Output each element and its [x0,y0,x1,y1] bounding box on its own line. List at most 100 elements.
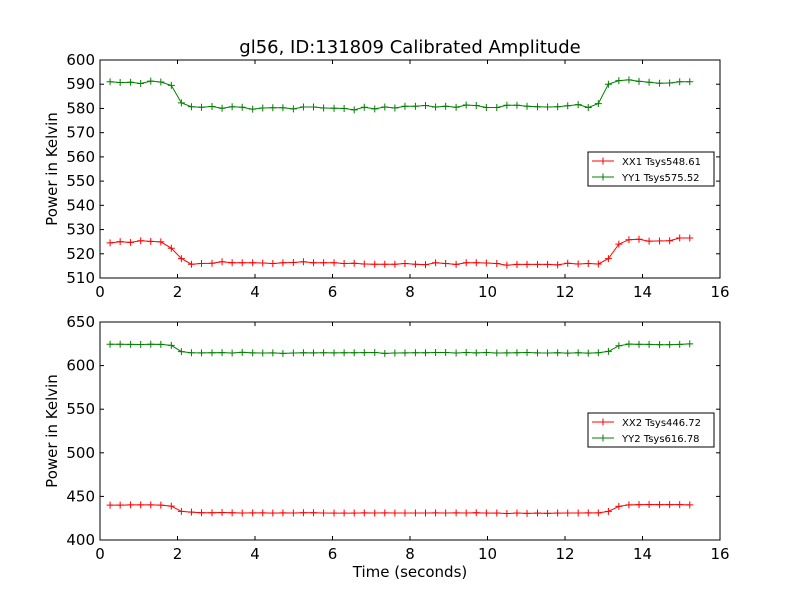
data-point [381,103,389,111]
x-tick-label: 12 [555,545,574,563]
data-point [198,103,206,111]
data-point [259,509,267,517]
data-point [310,103,318,111]
data-point [422,349,429,357]
series-line [110,237,690,266]
data-point [635,235,643,243]
data-point [615,240,623,248]
data-point [259,104,267,112]
data-point [299,258,307,266]
x-tick-label: 6 [328,545,338,563]
data-point [157,340,165,348]
data-point [584,103,592,111]
data-point [279,104,287,112]
data-point [645,78,653,86]
legend-marker [599,434,607,442]
data-point [472,259,480,267]
data-point [127,340,135,348]
data-point [615,342,623,350]
data-point [686,340,694,348]
data-point [177,255,185,263]
data-point [360,509,368,517]
data-point [625,501,633,509]
series-line [110,503,690,515]
data-point [167,341,175,349]
data-point [208,259,216,267]
data-point [584,259,592,267]
data-point [645,237,653,245]
legend-box [587,151,715,187]
data-point [371,105,379,113]
data-point [177,99,185,107]
y-tick-label: 530 [66,221,95,239]
data-point [310,259,318,267]
legend-entry: YY2 Tsys616.78 [621,434,700,445]
data-point [544,349,552,357]
data-point [299,509,307,517]
data-point [116,238,124,246]
data-point [564,509,572,517]
data-point [554,103,562,111]
y-tick-label: 500 [66,444,95,462]
data-point [452,260,460,268]
data-point [147,237,155,245]
legend-marker [599,157,607,165]
data-point [482,509,490,517]
data-point [187,349,195,357]
data-point [320,104,328,112]
data-point [238,348,246,356]
data-point [299,349,307,357]
data-point [574,101,582,109]
x-tick-label: 14 [633,283,652,301]
x-tick-label: 6 [328,283,338,301]
data-point [127,78,135,86]
data-point [320,509,328,517]
data-point [432,349,440,357]
x-tick-label: 16 [710,545,729,563]
data-point [422,261,429,269]
data-point [462,101,470,109]
data-point [177,507,185,515]
data-point [137,79,145,87]
data-point [564,102,572,110]
data-point [218,258,226,266]
y-tick-label: 590 [66,75,95,93]
data-point [432,259,440,267]
data-point [584,349,592,357]
x-tick-label: 16 [710,283,729,301]
data-point [137,340,145,348]
data-point [482,259,490,267]
y-tick-label: 520 [66,245,95,263]
data-point [228,259,236,267]
data-point [269,259,277,267]
data-point [391,509,399,517]
data-point [594,260,602,268]
data-point [513,349,521,357]
data-point [371,349,379,357]
data-point [279,259,287,267]
x-tick-label: 14 [633,545,652,563]
data-point [269,509,277,517]
data-point [289,258,297,266]
data-point [676,501,684,509]
data-point [320,259,328,267]
legend-marker [599,418,607,426]
data-point [157,501,165,509]
data-point [604,347,612,355]
data-point [259,349,267,357]
y-tick-label: 540 [66,196,95,214]
data-point [411,509,419,517]
data-point [615,502,623,510]
data-point [208,349,216,357]
data-point [147,77,155,85]
legend-box [587,412,715,448]
data-point [228,509,236,517]
data-point [249,259,257,267]
data-point [106,501,114,509]
data-point [127,501,135,509]
data-point [299,103,307,111]
data-point [645,501,653,509]
data-point [350,509,358,517]
data-point [238,259,246,267]
data-point [228,103,236,111]
